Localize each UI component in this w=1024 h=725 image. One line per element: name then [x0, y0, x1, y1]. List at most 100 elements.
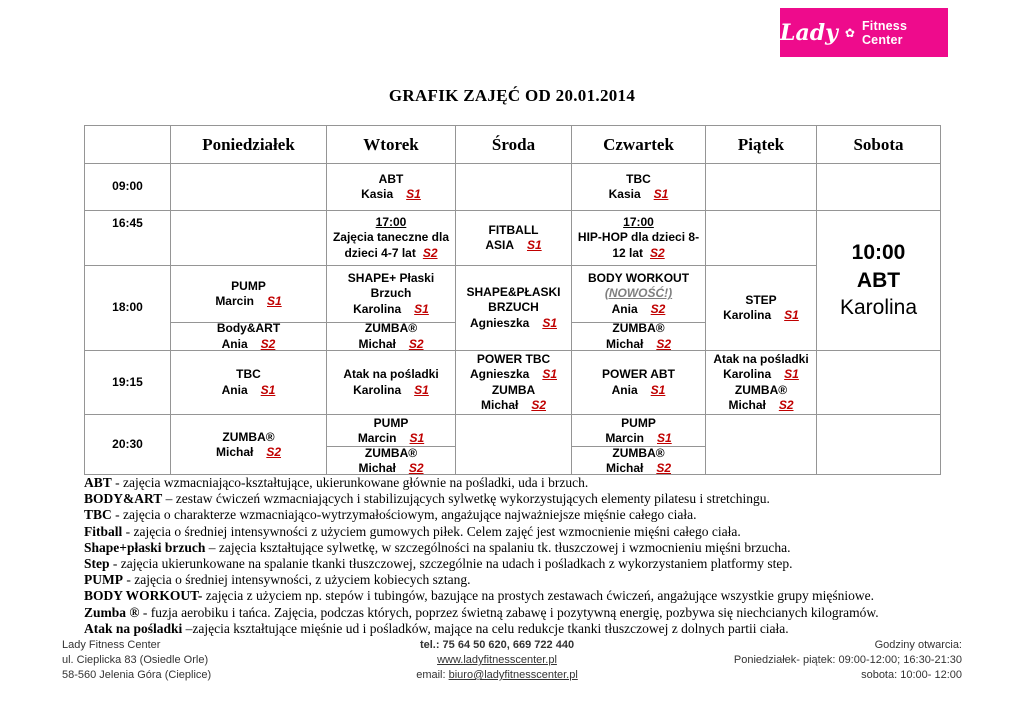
instructor-name: Michał: [728, 398, 766, 413]
website-link[interactable]: www.ladyfitnesscenter.pl: [437, 654, 557, 666]
room-badge: S2: [650, 245, 665, 260]
class-meta: Ania S1: [173, 383, 324, 398]
instructor-name: Karolina: [839, 296, 918, 320]
legend-text: - zajęcia wzmacniająco-kształtujące, uki…: [111, 475, 589, 490]
legend-item: TBC - zajęcia o charakterze wzmacniająco…: [84, 507, 946, 523]
phone-number: tel.: 75 64 50 620, 669 722 440: [419, 639, 575, 651]
instructor-name: Karolina: [723, 367, 772, 382]
class-meta: Michał S2: [173, 445, 324, 460]
empty-cell: [170, 210, 327, 266]
legend-term: BODY WORKOUT-: [84, 588, 203, 604]
class-entry: ZUMBA® Michał S2: [572, 446, 705, 474]
class-meta: Karolina S1: [708, 367, 814, 382]
class-name: TBC: [626, 171, 651, 186]
class-meta: Ania S2: [612, 302, 666, 317]
class-meta: Michał S2: [458, 398, 569, 413]
class-name: Body&ART: [216, 321, 281, 336]
room-badge: S2: [408, 460, 424, 475]
class-cell-thu-2030: PUMP Marcin S1 ZUMBA® Michał S2: [571, 414, 706, 476]
instructor-name: Agnieszka: [469, 315, 530, 330]
instructor-name: Kasia: [608, 187, 641, 201]
room-badge: S2: [656, 336, 672, 351]
class-meta: Michał S2: [358, 337, 423, 350]
class-meta: Agnieszka S1: [458, 316, 569, 331]
empty-cell: [455, 163, 572, 211]
class-name: SHAPE&PŁASKI BRZUCH: [466, 284, 561, 315]
class-cell-mon-1800: PUMP Marcin S1 Body&ART Ania S2: [170, 265, 327, 351]
class-cell-mon-2030: ZUMBA® Michał S2: [170, 414, 327, 476]
class-name: ZUMBA: [491, 382, 536, 397]
instructor-name: Agnieszka: [469, 367, 530, 382]
room-badge: S1: [414, 301, 429, 316]
legend-text: –zajęcia kształtujące mięśnie ud i pośla…: [182, 620, 789, 636]
brand-name: Fitness Center: [861, 18, 908, 47]
schedule-row-2030: 20:30 ZUMBA® Michał S2 PUMP Marcin S1 ZUMB…: [84, 414, 941, 476]
legend-item: BODY&ART – zestaw ćwiczeń wzmacniających…: [84, 491, 946, 507]
class-time-note: 17:00: [623, 214, 654, 229]
class-cell-wed-1800: SHAPE&PŁASKI BRZUCH Agnieszka S1: [455, 265, 572, 351]
schedule-row-1915: 19:15 TBC Ania S1 Atak na pośladki Karoli…: [84, 349, 941, 416]
room-badge: S1: [650, 382, 666, 397]
class-cell-tue-1915: Atak na pośladki Karolina S1: [326, 349, 456, 416]
empty-cell: [705, 163, 817, 211]
class-cell-thu-0900: TBC Kasia S1: [571, 163, 706, 211]
class-name: HIP-HOP dla dzieci 8-12 lat S2: [574, 230, 703, 261]
legend: ABT - zajęcia wzmacniająco-kształtujące,…: [84, 475, 946, 637]
class-name: Atak na pośladki: [343, 367, 439, 382]
class-name: PUMP: [231, 278, 266, 293]
class-meta: Marcin S1: [358, 431, 424, 446]
schedule-table: Poniedziałek Wtorek Środa Czwartek Piąte…: [84, 125, 941, 476]
class-name: PUMP: [373, 415, 409, 430]
class-meta: Michał S2: [606, 336, 672, 351]
footer: Lady Fitness Center ul. Cieplicka 83 (Os…: [62, 638, 962, 683]
class-meta: Agnieszka S1: [458, 367, 569, 382]
class-cell-tue-0900: ABT Kasia S1: [326, 163, 456, 211]
room-badge: S2: [778, 398, 794, 413]
schedule-row-0900: 09:00 ABT Kasia S1 TBC Kasia S1: [84, 163, 941, 211]
empty-cell: [705, 414, 817, 476]
class-name: FITBALL: [488, 222, 539, 237]
day-header-sobota: Sobota: [816, 125, 941, 164]
footer-company: Lady Fitness Center: [62, 639, 161, 651]
flower-icon: ✿: [844, 25, 855, 40]
legend-item: Zumba ® - fuzja aerobiku i tańca. Zajęci…: [84, 605, 946, 621]
class-meta: ASIA S1: [458, 238, 569, 253]
class-entry: ZUMBA® Michał S2: [327, 446, 455, 474]
class-name: ZUMBA®: [612, 445, 665, 460]
instructor-name: Marcin: [605, 430, 644, 445]
legend-text: - zajęcia o średniej intensywności z uży…: [122, 523, 741, 539]
class-cell-sat-special: 10:00 ABT Karolina: [816, 210, 941, 351]
instructor-name: Marcin: [215, 294, 254, 308]
class-desc: HIP-HOP dla dzieci 8-12 lat: [577, 230, 700, 260]
class-cell-wed-1645: FITBALL ASIA S1: [455, 210, 572, 266]
room-badge: S1: [267, 294, 282, 308]
class-name: STEP: [745, 292, 777, 307]
class-meta: Kasia S1: [574, 187, 703, 202]
class-name: ABT: [856, 268, 901, 292]
class-entry: BODY WORKOUT (NOWOŚĆ!) Ania S2: [573, 267, 705, 323]
room-badge: S2: [260, 336, 276, 351]
empty-cell: [455, 414, 572, 476]
room-badge: S1: [414, 382, 429, 397]
class-meta: Marcin S1: [215, 294, 281, 309]
day-header-row: Poniedziałek Wtorek Środa Czwartek Piąte…: [84, 125, 941, 164]
legend-text: – zestaw ćwiczeń wzmacniających i stabil…: [162, 491, 770, 507]
legend-item: Atak na pośladki –zajęcia kształtujące m…: [84, 621, 946, 637]
email-link[interactable]: biuro@ladyfitnesscenter.pl: [448, 669, 578, 681]
class-meta: Karolina S1: [708, 308, 814, 323]
class-cell-thu-1800: BODY WORKOUT (NOWOŚĆ!) Ania S2 ZUMBA® Mic…: [571, 265, 706, 351]
room-badge: S2: [531, 398, 547, 413]
class-name: ABT: [378, 171, 404, 186]
schedule-row-1645: 16:45 17:00 Zajęcia taneczne dla dzieci …: [84, 210, 941, 351]
day-header-piatek: Piątek: [705, 125, 817, 164]
room-badge: S1: [784, 367, 799, 382]
empty-cell: [170, 163, 327, 211]
legend-item: ABT - zajęcia wzmacniająco-kształtujące,…: [84, 475, 946, 491]
footer-street: ul. Cieplicka 83 (Osiedle Orle): [62, 654, 209, 666]
room-badge: S1: [409, 430, 425, 445]
instructor-name: Ania: [221, 336, 248, 351]
class-entry: PUMP Marcin S1: [328, 415, 455, 447]
class-cell-tue-2030: PUMP Marcin S1 ZUMBA® Michał S2: [326, 414, 456, 476]
footer-contact: tel.: 75 64 50 620, 669 722 440 www.lady…: [332, 638, 662, 683]
